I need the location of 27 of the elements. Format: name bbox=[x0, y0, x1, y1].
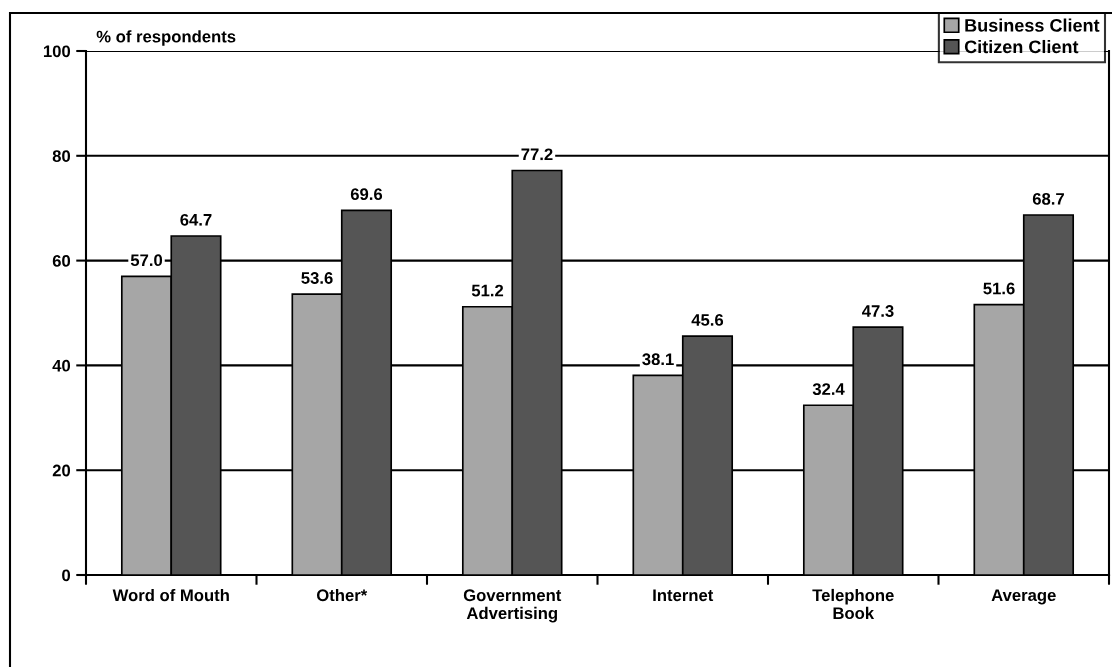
data-label: 57.0 bbox=[130, 254, 163, 267]
data-label: 51.6 bbox=[983, 282, 1015, 295]
data-label: 47.3 bbox=[862, 305, 894, 317]
data-label: 77.2 bbox=[521, 148, 553, 161]
data-label: 38.1 bbox=[642, 353, 674, 366]
y-tick-label: 0 bbox=[62, 569, 71, 582]
data-label: 51.2 bbox=[471, 284, 504, 297]
legend-label: Business Client bbox=[965, 18, 1100, 32]
y-tick-label: 60 bbox=[52, 255, 71, 267]
x-tick-label: Other* bbox=[316, 588, 368, 602]
x-tick-label: Government Advertising bbox=[463, 589, 562, 623]
y-axis-title: % of respondents bbox=[96, 30, 236, 46]
data-label: 64.7 bbox=[180, 213, 212, 226]
y-tick-label: 100 bbox=[43, 45, 71, 58]
data-label: 32.4 bbox=[812, 383, 845, 396]
y-tick-label: 40 bbox=[52, 359, 71, 372]
data-label: 68.7 bbox=[1032, 192, 1064, 205]
legend-label: Citizen Client bbox=[964, 39, 1079, 54]
y-tick-label: 20 bbox=[52, 464, 71, 477]
x-tick-label: Internet bbox=[653, 589, 714, 602]
y-tick-label: 80 bbox=[52, 150, 71, 162]
x-tick-label: Average bbox=[991, 589, 1056, 605]
data-label: 69.6 bbox=[350, 188, 383, 201]
x-tick-label: Word of Mouth bbox=[112, 588, 229, 602]
data-label: 53.6 bbox=[301, 272, 333, 284]
x-tick-label: Telephone Book bbox=[812, 588, 894, 620]
data-label: 45.6 bbox=[691, 314, 724, 326]
